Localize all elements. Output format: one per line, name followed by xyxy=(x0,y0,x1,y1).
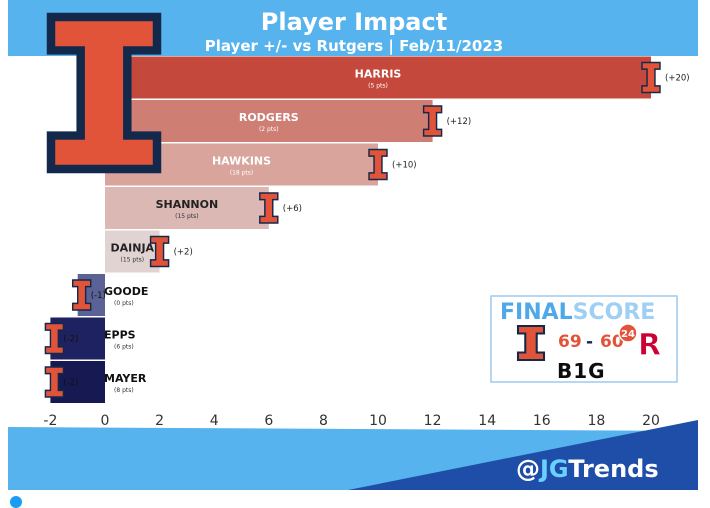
bar-shannon xyxy=(105,187,269,229)
bar-name-label: HAWKINS xyxy=(212,155,271,168)
x-tick-label: 20 xyxy=(642,413,660,429)
chart-title: Player Impact xyxy=(261,8,447,36)
bar-points-label: (15 pts) xyxy=(121,257,145,264)
bar-points-label: (18 pts) xyxy=(230,170,254,177)
bar-group-epps: EPPS (6 pts) (-2) xyxy=(44,317,136,360)
bar-value-label: (-2) xyxy=(63,335,78,345)
rank-badge xyxy=(618,323,638,343)
illinois-bar-logo-icon xyxy=(44,366,65,398)
bar-points-label: (0 pts) xyxy=(114,300,134,307)
x-tick-label: -2 xyxy=(43,413,57,429)
illinois-score-logo xyxy=(516,324,546,362)
illinois-bar-logo-icon xyxy=(149,235,170,268)
illinois-bar-logo-icon xyxy=(44,322,65,355)
x-tick-label: 16 xyxy=(533,413,551,429)
final-score-background xyxy=(490,295,678,383)
bar-group-rodgers: RODGERS (2 pts) (+12) xyxy=(105,100,471,142)
score-separator: - xyxy=(586,332,593,352)
bar-points-label: (15 pts) xyxy=(175,213,199,220)
bar-harris xyxy=(105,56,651,99)
x-tick-label: 14 xyxy=(478,413,496,429)
bar-value-label: (+6) xyxy=(283,204,302,214)
bar-value-label: (+20) xyxy=(665,74,690,84)
player-impact-chart: Player Impact Player +/- vs Rutgers | Fe… xyxy=(8,0,698,490)
x-tick-label: 8 xyxy=(319,413,328,429)
x-axis-ticks: -2 0 2 4 6 8 10 12 14 16 18 20 xyxy=(43,413,659,429)
bar-group-dainja: DAINJA (15 pts) (+2) xyxy=(105,230,193,273)
bar-group-goode: GOODE (0 pts) (-1) xyxy=(71,274,148,316)
final-score-heading: FINALSCORE xyxy=(500,300,655,325)
x-tick-label: 4 xyxy=(210,413,219,429)
bar-group-shannon: SHANNON (15 pts) (+6) xyxy=(105,187,302,229)
bar-value-label: (+10) xyxy=(392,161,417,171)
x-tick-label: 0 xyxy=(101,413,110,429)
bar-value-label: (-1) xyxy=(91,291,106,301)
x-tick-label: 2 xyxy=(155,413,164,429)
rutgers-logo: R xyxy=(638,328,661,363)
big-ten-logo: B1G xyxy=(557,359,606,383)
illinois-bar-logo-icon xyxy=(71,279,92,311)
bar-name-label: MAYER xyxy=(104,372,147,385)
bar-value-label: (+2) xyxy=(174,248,193,258)
illinois-score: 69 xyxy=(558,332,582,352)
x-tick-label: 18 xyxy=(587,413,605,429)
bar-name-label: GOODE xyxy=(104,285,148,298)
bar-name-label: HARRIS xyxy=(355,68,402,81)
illinois-logo-large xyxy=(46,12,162,174)
illinois-bar-logo-icon xyxy=(259,192,279,224)
illinois-bar-logo-icon xyxy=(422,105,443,137)
illinois-score-logo-icon xyxy=(516,324,546,362)
bar-points-label: (8 pts) xyxy=(114,387,134,394)
bar-group-harris: HARRIS (5 pts) (+20) xyxy=(105,56,690,99)
footer-dark-band xyxy=(348,420,698,490)
illinois-bar-logo-icon xyxy=(641,61,661,94)
bar-points-label: (2 pts) xyxy=(259,126,279,133)
rank-number: 24 xyxy=(621,329,635,340)
illinois-bar-logo-icon xyxy=(368,148,388,181)
twitter-dot-icon xyxy=(10,496,22,508)
bar-value-label: (-2) xyxy=(63,378,78,388)
bar-name-label: RODGERS xyxy=(239,111,299,124)
bar-points-label: (5 pts) xyxy=(368,83,388,90)
x-tick-label: 10 xyxy=(369,413,387,429)
chart-frame: Player Impact Player +/- vs Rutgers | Fe… xyxy=(8,0,698,490)
final-score-box: FINALSCORE 69 - 60 24 R B1G xyxy=(490,295,678,383)
bar-name-label: SHANNON xyxy=(156,198,219,211)
bar-name-label: EPPS xyxy=(104,329,136,342)
bar-group-mayer: MAYER (8 pts) (-2) xyxy=(44,361,147,403)
bar-points-label: (6 pts) xyxy=(114,344,134,351)
x-tick-label: 6 xyxy=(264,413,273,429)
illinois-logo-large-icon xyxy=(46,12,162,174)
rutgers-score: 60 xyxy=(600,332,624,352)
chart-subtitle: Player +/- vs Rutgers | Feb/11/2023 xyxy=(205,37,503,56)
bars-layer: HARRIS (5 pts) (+20) RODGERS (2 pts) (+12) HAW… xyxy=(44,56,690,403)
jgtrends-handle: @JGTrends xyxy=(516,455,659,483)
x-tick-label: 12 xyxy=(424,413,442,429)
bar-name-label: DAINJA xyxy=(111,242,155,255)
bar-value-label: (+12) xyxy=(447,117,472,127)
